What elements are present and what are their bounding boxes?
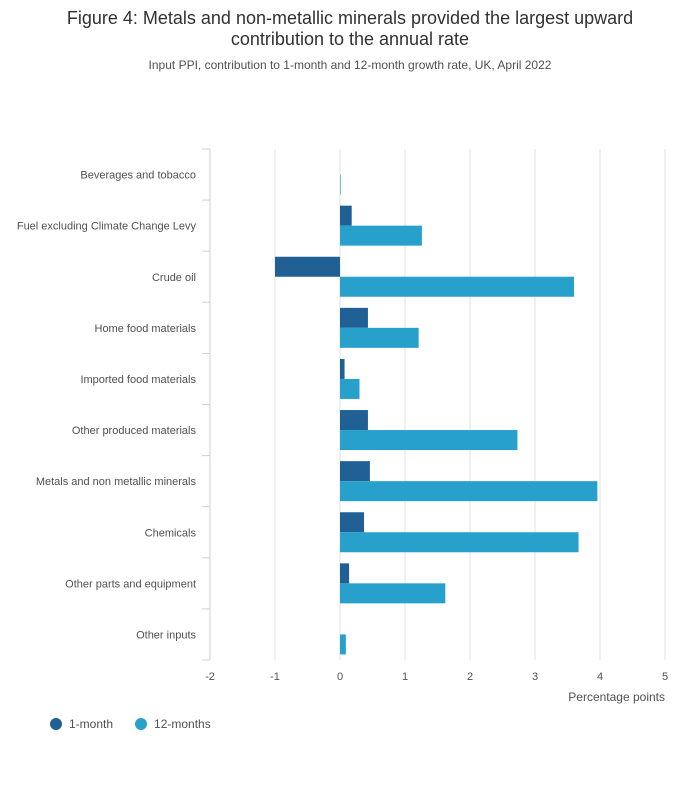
bar-1-month-3 <box>340 307 368 328</box>
legend-item-12-months[interactable]: 12-months <box>135 717 211 731</box>
bar-12-months-3 <box>340 327 419 348</box>
chart-title-line-2: contribution to the annual rate <box>230 29 470 49</box>
bar-12-months-5 <box>340 430 518 451</box>
x-tick-label-7: 5 <box>662 671 668 683</box>
bar-12-months-0 <box>340 174 341 195</box>
category-label-1: Fuel excluding Climate Change Levy <box>17 221 197 233</box>
x-tick-label-5: 3 <box>532 671 538 683</box>
bar-1-month-2 <box>275 256 340 277</box>
legend-item-1-month[interactable]: 1-month <box>50 717 113 731</box>
bar-12-months-1 <box>340 225 422 246</box>
category-label-0: Beverages and tobacco <box>80 170 196 182</box>
category-label-8: Other parts and equipment <box>65 578 196 590</box>
bar-12-months-8 <box>340 583 446 604</box>
category-label-5: Other produced materials <box>72 425 197 437</box>
legend-swatch-1-month <box>50 718 62 730</box>
x-tick-label-2: 0 <box>337 671 343 683</box>
x-tick-label-6: 4 <box>597 671 603 683</box>
x-tick-label-3: 1 <box>402 671 408 683</box>
x-tick-label-4: 2 <box>467 671 473 683</box>
bar-1-month-4 <box>340 358 345 379</box>
bar-1-month-8 <box>340 563 350 584</box>
category-label-9: Other inputs <box>136 629 196 641</box>
category-label-6: Metals and non metallic minerals <box>36 476 197 488</box>
x-tick-label-0: -2 <box>205 671 215 683</box>
legend-label-12-months: 12-months <box>154 717 211 731</box>
legend-label-1-month: 1-month <box>69 717 114 731</box>
bar-12-months-9 <box>340 634 346 655</box>
category-label-3: Home food materials <box>95 323 197 335</box>
bar-1-month-5 <box>340 410 368 431</box>
legend: 1-month 12-months <box>50 717 211 731</box>
category-label-4: Imported food materials <box>80 374 196 386</box>
bar-1-month-1 <box>340 205 352 226</box>
category-label-2: Crude oil <box>152 272 196 284</box>
legend-swatch-12-months <box>135 718 148 730</box>
x-axis-label: Percentage points <box>568 690 665 704</box>
bar-12-months-4 <box>340 378 360 399</box>
chart-title-line-1: Figure 4: Metals and non-metallic minera… <box>66 8 634 28</box>
chart-title: Figure 4: Metals and non-metallic minera… <box>0 8 700 50</box>
bar-1-month-6 <box>340 461 370 482</box>
bar-12-months-6 <box>340 481 598 502</box>
bar-12-months-7 <box>340 532 579 553</box>
x-tick-label-1: -1 <box>270 671 280 683</box>
chart-subtitle: Input PPI, contribution to 1-month and 1… <box>148 58 552 72</box>
category-label-7: Chemicals <box>145 527 197 539</box>
bar-12-months-2 <box>340 276 574 297</box>
bar-1-month-7 <box>340 512 365 533</box>
